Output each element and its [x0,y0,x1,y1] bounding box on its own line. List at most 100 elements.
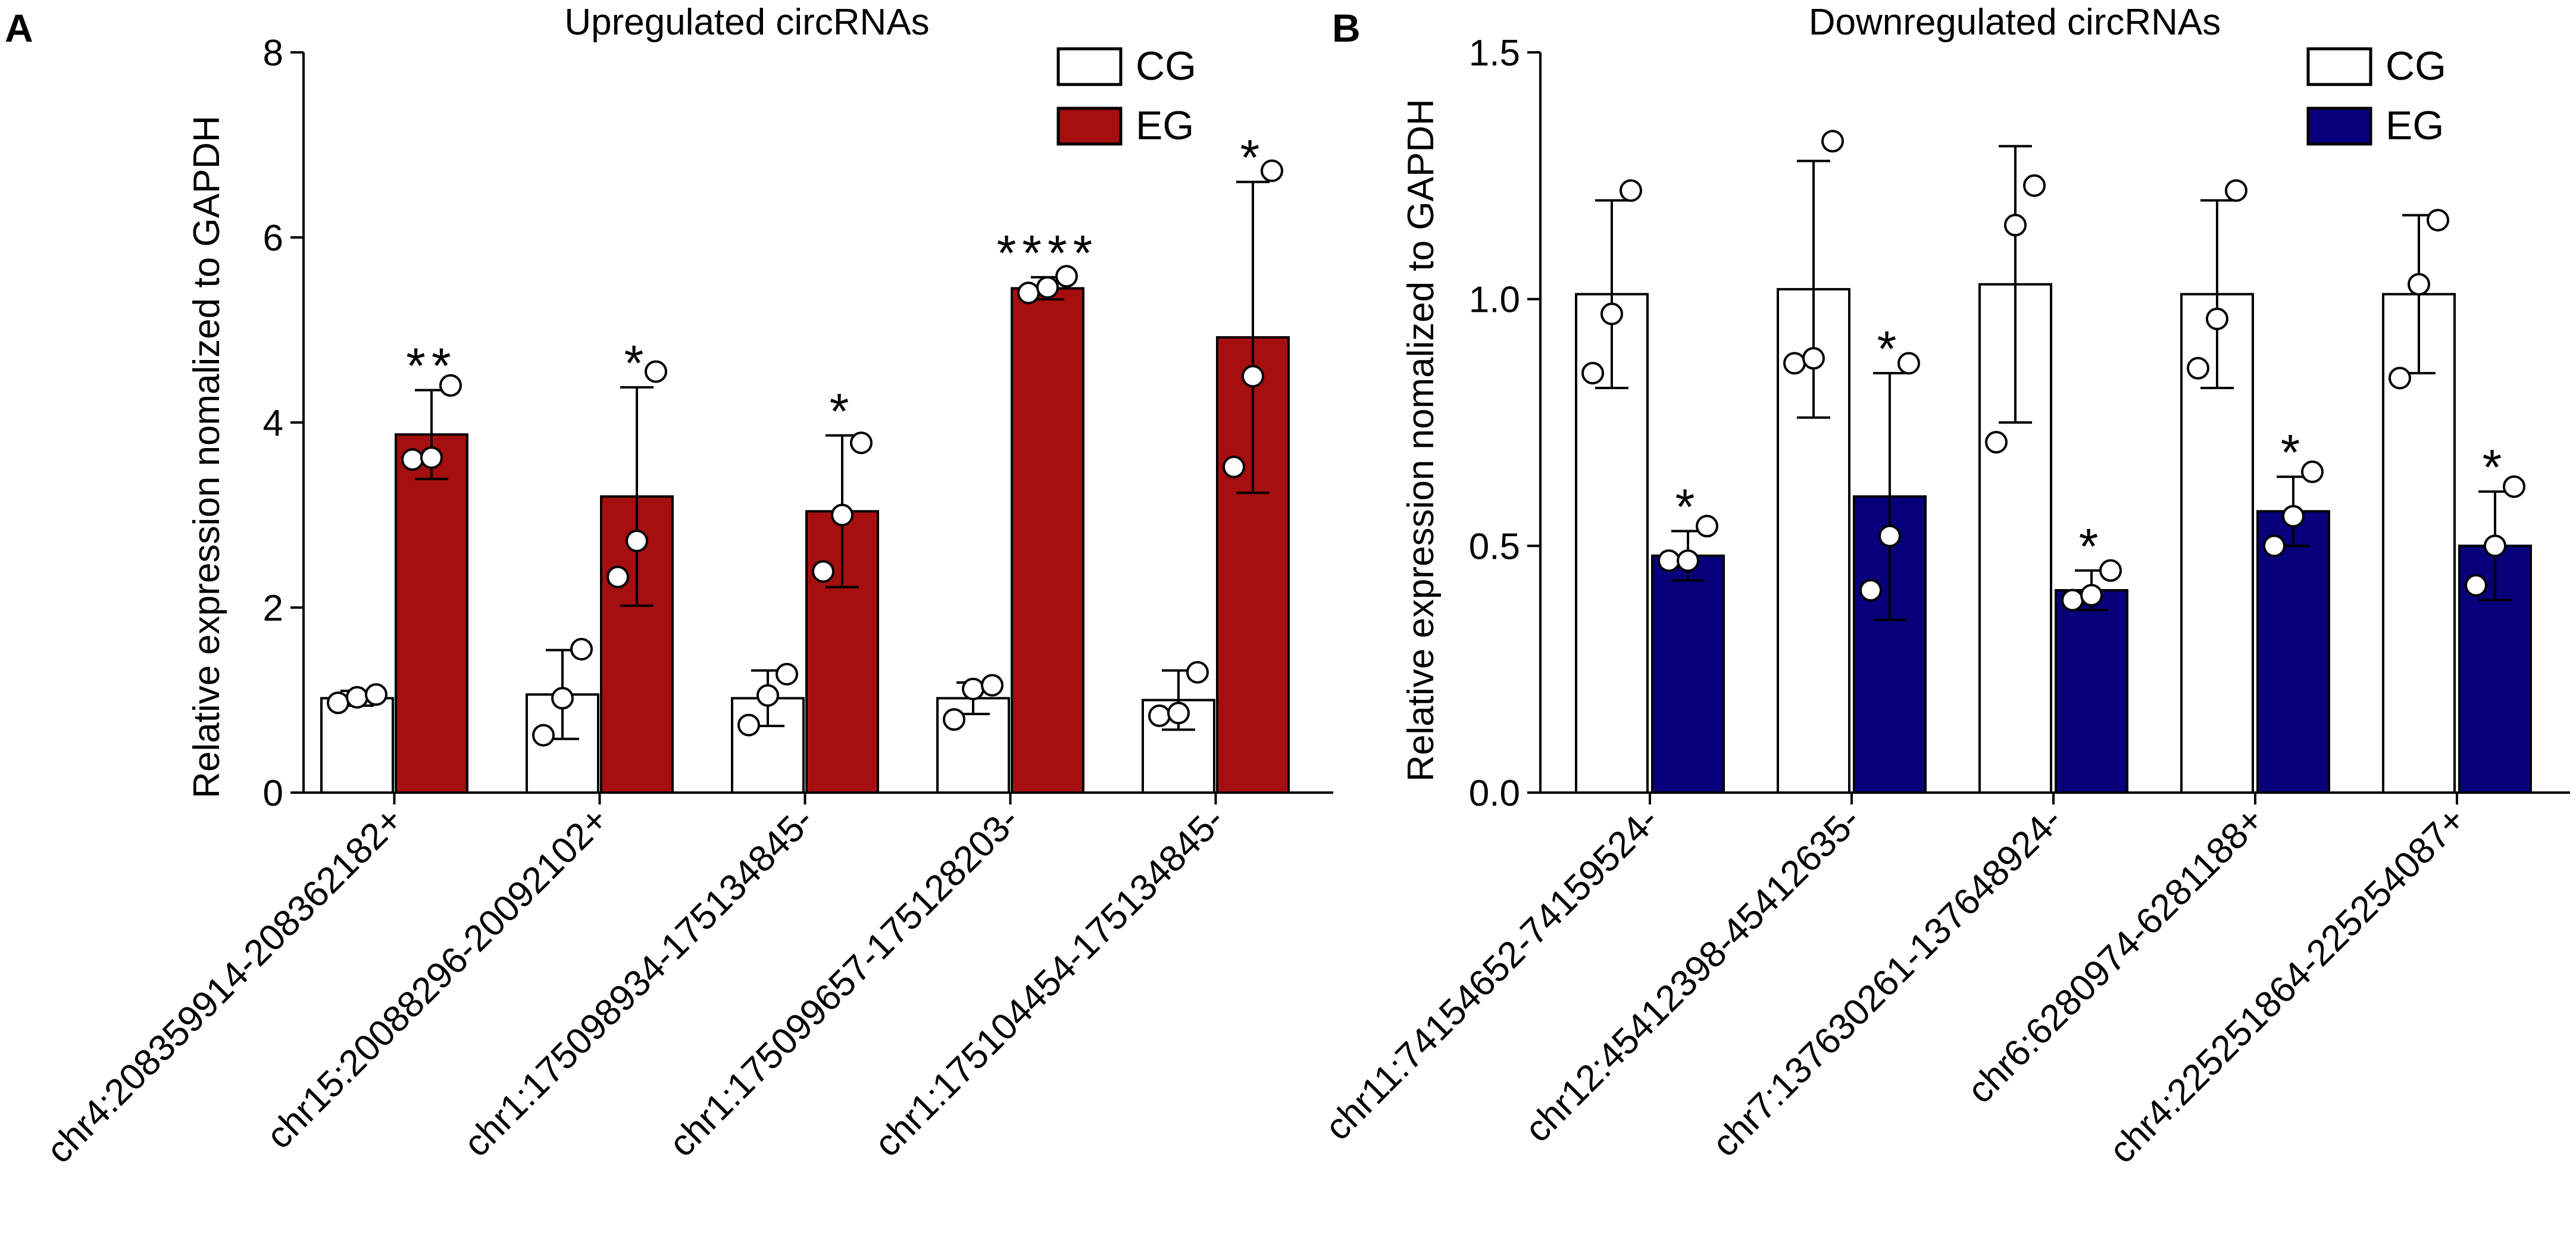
panel-b-data-point [2282,505,2305,528]
panel-a-data-point [365,683,387,706]
panel-a-data-point [776,662,798,685]
panel-b-data-point [1897,352,1920,375]
panel-a-data-point [831,503,854,527]
panel-a-data-point [551,687,574,710]
panel-a-category-label: chr1:175099657-175128203- [661,799,1027,1165]
panel-b-data-point [2061,588,2084,612]
panel-a-letter: A [5,6,33,50]
panel-a-data-point [1017,281,1040,305]
panel-a-significance-marker: * [830,383,855,439]
panel-b-data-point [2484,534,2506,558]
panel-b-y-tick-label: 1.5 [1469,33,1520,74]
panel-b-data-point [1677,549,1699,572]
panel-b-legend-swatch-eg [2306,107,2372,146]
panel-b-data-point [1696,515,1718,538]
panel-a-legend-swatch-cg [1056,47,1123,86]
panel-b-data-point [2263,534,2286,558]
panel-a-data-point [756,684,779,707]
panel-b-data-point [1821,130,1844,153]
panel-b-significance-marker: * [1675,478,1701,534]
panel-a-data-point [737,713,760,737]
panel-a-data-point [850,431,873,455]
panel-a-y-tick-label: 8 [263,33,283,74]
panel-a-bar-eg [395,433,468,794]
panel-a-data-point [1186,661,1209,684]
panel-a-data-point [1242,365,1264,388]
panel-b-significance-marker: * [2483,439,2508,495]
panel-a-y-tick-label: 6 [263,218,283,259]
panel-a-data-point [1167,702,1190,725]
panel-b-y-tick-label: 0.0 [1469,773,1520,814]
panel-a-title: Upregulated circRNAs [564,2,929,43]
panel-a-data-point [420,446,443,469]
panel-b-data-point [2465,574,2487,597]
panel-a-data-point [626,530,648,553]
panel-b-data-point [1859,578,1882,602]
panel-a-y-tick-label: 2 [263,588,283,629]
panel-a-category-label: chr1:175104454-175134845- [867,799,1232,1165]
panel-a-data-point [1261,159,1283,183]
panel-a-category-label: chr15:20088296-20092102+ [258,799,616,1157]
panel-b-data-point [2301,460,2324,483]
panel-a-data-point [943,708,965,731]
panel-b-data-point [1783,352,1806,375]
panel-b-significance-marker: * [2281,424,2306,480]
panel-a-data-point [346,685,368,709]
panel-a-category-label: chr4:208359914-208362182+ [39,799,411,1171]
panel-a-significance-marker: ** [406,338,457,394]
panel-b-category-label: chr11:74154652-74159524- [1317,799,1667,1148]
panel-a-category-label: chr1:175098934-175134845- [456,799,821,1165]
panel-b-data-point [1878,524,1901,547]
panel-b-data-point [2408,273,2430,296]
panel-a-y-tick-label: 0 [263,773,283,814]
panel-b-y-axis-label: Relative expression nomalized to GAPDH [1400,99,1442,782]
panel-a-data-point [981,674,1003,697]
panel-a-data-point [1055,265,1078,288]
panel-b-y-tick-label: 0.5 [1469,526,1520,567]
panel-b-data-point [2023,174,2046,197]
panel-b-y-tick-label: 1.0 [1469,280,1520,321]
panel-a-data-point [607,565,629,588]
panel-a-legend-label-eg: EG [1136,103,1194,148]
panel-b-category-label: chr12:45412398-45412635- [1517,799,1868,1150]
panel-a-significance-marker: * [624,335,650,391]
panel-b-legend-label-cg: CG [2386,43,2446,89]
panel-a: A Upregulated circRNAs Relative expressi… [5,2,1333,1171]
panel-b-data-point [2080,584,2103,607]
panel-b-legend-swatch-cg [2306,47,2372,86]
panel-a-data-point [327,691,349,715]
panel-b-category-label: chr7:137630261-137648924- [1705,799,2070,1165]
panel-b-data-point [2099,559,2122,582]
panel-b-significance-marker: * [2079,518,2105,574]
panel-a-data-point [1036,276,1059,299]
panel-b-bar-eg [2055,588,2128,794]
panel-a-bar-cg [320,697,394,794]
panel-b-data-point [2389,367,2411,390]
panel-b-bar-eg [2256,510,2330,794]
panel-b-data-point [1985,431,2008,454]
panel-b-data-point [2187,356,2209,380]
panel-b-data-point [2503,475,2525,498]
panel-b-data-point [1600,302,1623,325]
panel-b-data-point [2206,307,2228,330]
panel-b-data-point [2427,208,2449,231]
panel-b-data-point [1658,549,1680,572]
panel-a-data-point [962,677,984,700]
panel-b-title: Downregulated circRNAs [1809,2,2221,43]
panel-a-legend-swatch-eg [1056,107,1123,146]
panel-b-data-point [2225,179,2247,202]
panel-a-bar-eg [1011,287,1084,794]
panel-a-data-point [1148,704,1171,727]
panel-b: B Downregulated circRNAs Relative expres… [1317,2,2570,1171]
panel-a-legend-label-cg: CG [1136,43,1196,89]
panel-a-data-point [1223,455,1245,478]
panel-a-significance-marker: **** [997,225,1099,281]
panel-a-y-tick-label: 4 [263,403,283,444]
panel-b-data-point [1620,179,1642,202]
panel-b-data-point [2004,214,2027,237]
panel-a-data-point [401,448,424,471]
panel-b-category-label: chr4:225251864-225254087+ [2102,799,2474,1171]
panel-b-data-point [1581,362,1604,385]
panel-a-y-axis-label: Relative expression nomalized to GAPDH [186,115,227,799]
